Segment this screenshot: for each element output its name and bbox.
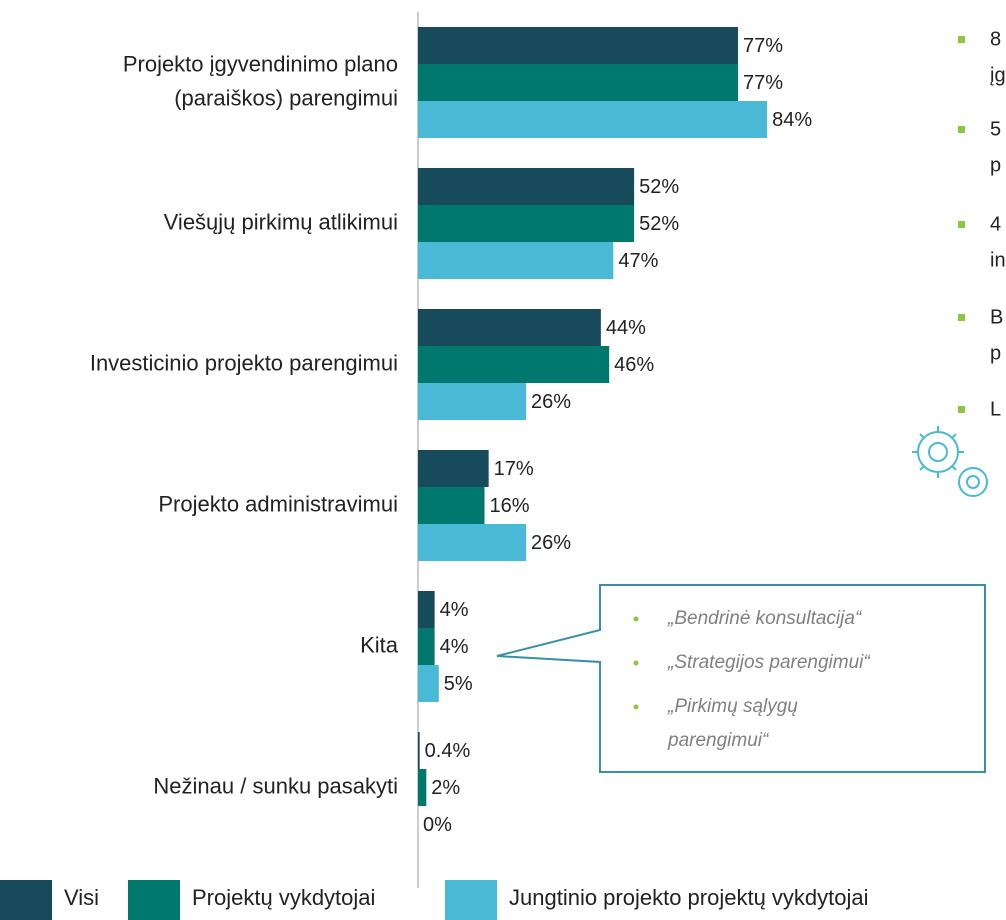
side-bullet xyxy=(958,406,965,413)
value-label: 4% xyxy=(440,599,469,621)
callout-item: „Pirkimų sąlygų parengimui“ xyxy=(667,696,798,751)
side-bullet xyxy=(958,126,965,133)
bar xyxy=(418,450,489,487)
value-label: 77% xyxy=(743,72,783,94)
side-bullet xyxy=(958,314,965,321)
side-bullet xyxy=(958,221,965,228)
bar xyxy=(418,309,601,346)
value-label: 52% xyxy=(639,213,679,235)
value-label: 17% xyxy=(494,458,534,480)
bar xyxy=(418,205,635,242)
value-label: 84% xyxy=(772,109,812,131)
bar xyxy=(418,383,527,420)
category-label: Nežinau / sunku pasakyti xyxy=(153,773,398,798)
legend-swatch xyxy=(128,880,180,920)
value-label: 5% xyxy=(444,673,473,695)
bar xyxy=(418,665,439,702)
side-text: in xyxy=(990,249,1006,271)
bar xyxy=(418,101,768,138)
value-label: 52% xyxy=(639,176,679,198)
side-bullet xyxy=(958,36,965,43)
category-label: Projekto įgyvendinimo plano (paraiškos) p… xyxy=(123,51,398,110)
side-text: 8 xyxy=(990,28,1001,50)
category-label: Viešųjų pirkimų atlikimui xyxy=(164,209,398,234)
side-text: L xyxy=(990,398,1001,420)
bar xyxy=(418,27,739,64)
bar xyxy=(418,168,635,205)
bar xyxy=(418,64,739,101)
callout-bullet xyxy=(633,616,639,622)
callout-bullet xyxy=(633,660,639,666)
gear-icon xyxy=(912,426,988,497)
side-text: 4 xyxy=(990,213,1001,235)
value-label: 0% xyxy=(423,814,452,836)
callout-item: „Bendrinė konsultacija“ xyxy=(667,608,863,629)
value-label: 26% xyxy=(531,391,571,413)
callout-box xyxy=(496,584,986,773)
value-label: 0.4% xyxy=(425,740,471,762)
side-text: B xyxy=(990,306,1003,328)
value-label: 4% xyxy=(440,636,469,658)
bar xyxy=(418,732,420,769)
legend-swatch xyxy=(0,880,52,920)
side-text: 5 xyxy=(990,118,1001,140)
value-label: 44% xyxy=(606,317,646,339)
legend-swatch xyxy=(445,880,497,920)
callout-bullet xyxy=(633,704,639,710)
legend-label: Projektų vykdytojai xyxy=(192,885,375,910)
side-text: p xyxy=(990,154,1001,176)
value-label: 26% xyxy=(531,532,571,554)
category-label: Investicinio projekto parengimui xyxy=(90,350,398,375)
legend-label: Visi xyxy=(64,885,99,910)
category-label: Projekto administravimui xyxy=(158,491,398,516)
value-label: 77% xyxy=(743,35,783,57)
value-label: 2% xyxy=(431,777,460,799)
side-text: p xyxy=(990,342,1001,364)
bar xyxy=(418,628,435,665)
callout-item: „Strategijos parengimui“ xyxy=(667,652,871,673)
value-label: 46% xyxy=(614,354,654,376)
value-label: 16% xyxy=(489,495,529,517)
value-label: 47% xyxy=(618,250,658,272)
bar xyxy=(418,487,485,524)
bar xyxy=(418,591,435,628)
legend-label: Jungtinio projekto projektų vykdytojai xyxy=(509,885,869,910)
bar xyxy=(418,242,614,279)
bar xyxy=(418,524,527,561)
side-text: įg xyxy=(990,64,1006,86)
category-label: Kita xyxy=(360,632,399,657)
bar xyxy=(418,769,427,806)
bar xyxy=(418,346,610,383)
